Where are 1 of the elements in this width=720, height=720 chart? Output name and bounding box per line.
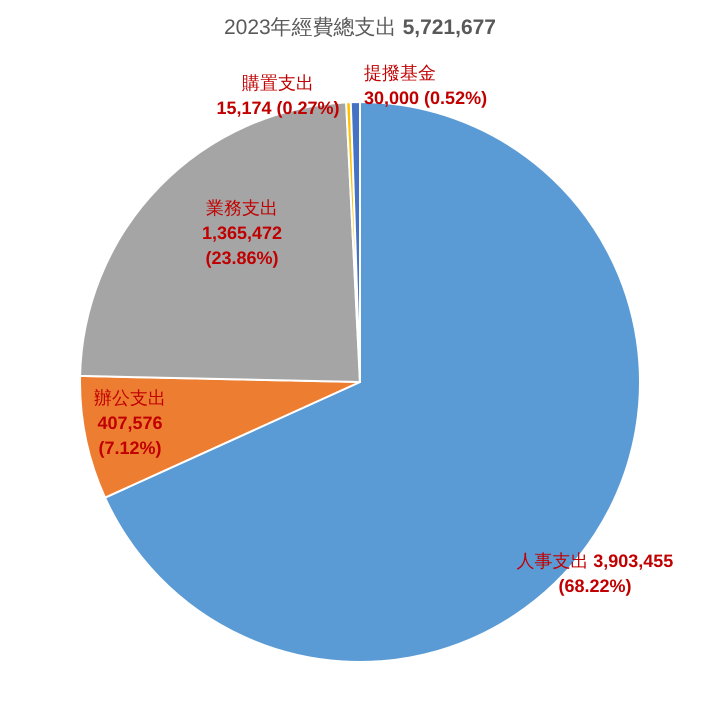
title: 2023年經費總支出 5,721,677 xyxy=(224,16,496,39)
